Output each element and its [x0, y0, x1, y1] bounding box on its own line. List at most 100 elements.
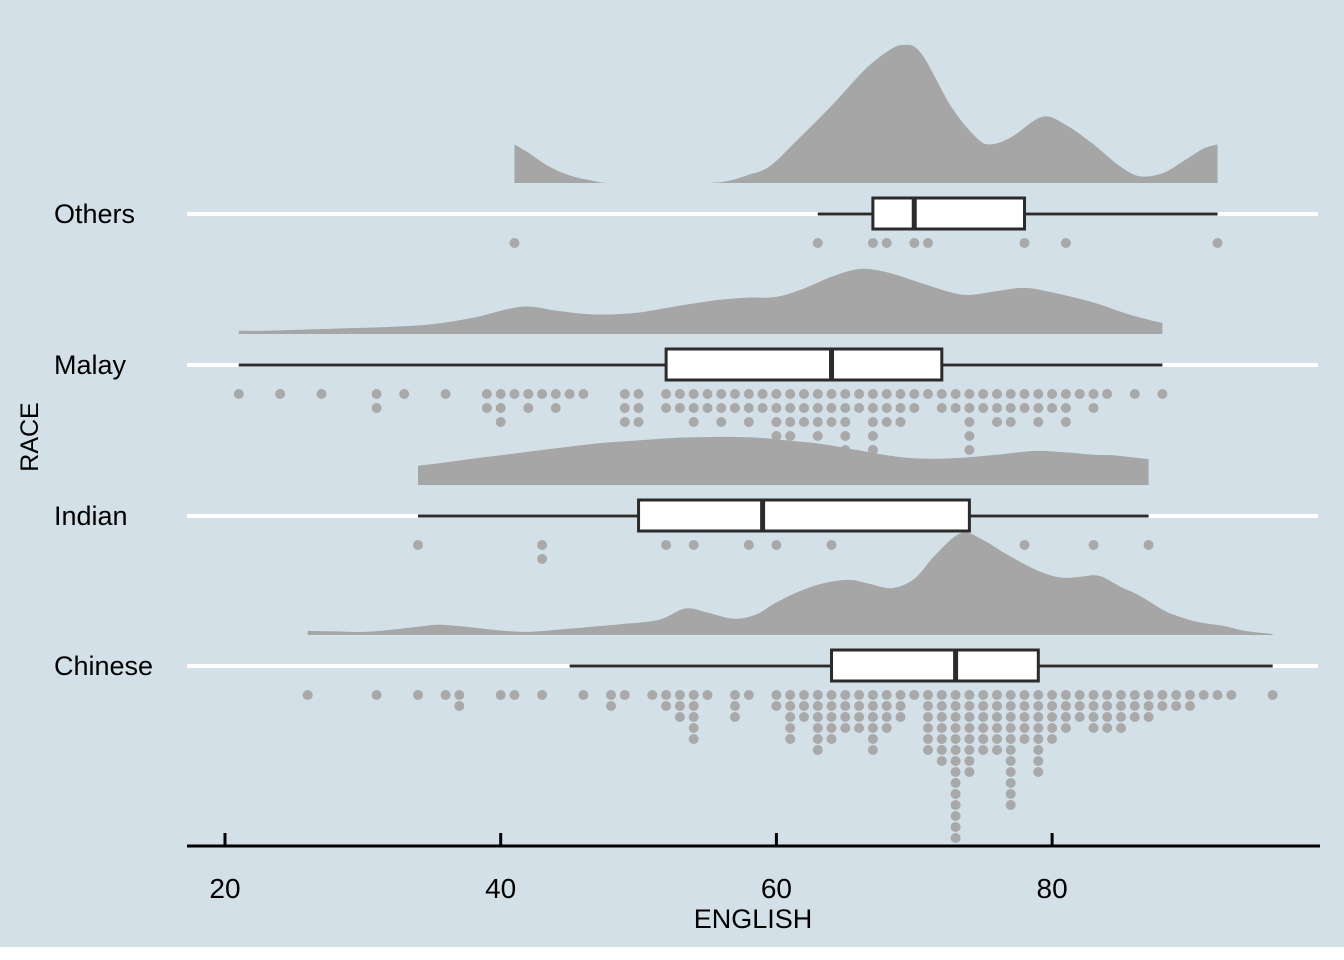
- dot: [1033, 389, 1044, 399]
- dot: [454, 701, 465, 711]
- dot: [688, 403, 699, 413]
- dot: [812, 712, 823, 722]
- dot: [936, 756, 947, 766]
- dot: [619, 690, 630, 700]
- dot: [1074, 712, 1085, 722]
- dot: [799, 701, 809, 711]
- dots-others: [509, 238, 1223, 248]
- dot: [702, 389, 713, 399]
- dot: [674, 712, 685, 722]
- dot: [1060, 417, 1071, 427]
- dot: [1060, 701, 1071, 711]
- dot: [771, 701, 782, 711]
- dot: [743, 417, 754, 427]
- dot: [1088, 701, 1099, 711]
- dot: [1005, 745, 1016, 755]
- dot: [881, 403, 892, 413]
- dot: [964, 417, 975, 427]
- dot: [1033, 701, 1044, 711]
- dot: [840, 389, 851, 399]
- dot: [992, 389, 1002, 399]
- dot: [661, 540, 672, 550]
- dot: [826, 417, 837, 427]
- dot: [936, 403, 947, 413]
- dot: [785, 417, 796, 427]
- box-others: [871, 196, 1027, 231]
- dot: [1198, 690, 1209, 700]
- dot: [1019, 389, 1030, 399]
- dot: [936, 734, 947, 744]
- dot: [867, 734, 878, 744]
- dot: [1047, 690, 1058, 700]
- box-chinese: [830, 648, 1040, 683]
- dot: [1185, 701, 1195, 711]
- dot: [1005, 701, 1016, 711]
- dot: [743, 403, 754, 413]
- dot: [730, 701, 740, 711]
- dot: [440, 389, 451, 399]
- dot: [1102, 723, 1113, 733]
- dot: [1060, 712, 1071, 722]
- dot: [1019, 723, 1030, 733]
- dot: [785, 734, 796, 744]
- dot: [867, 389, 878, 399]
- dot: [716, 389, 727, 399]
- dot: [606, 701, 616, 711]
- dot: [1157, 389, 1168, 399]
- dot: [1088, 690, 1099, 700]
- dot: [854, 403, 865, 413]
- dot: [1129, 712, 1140, 722]
- dot: [371, 389, 382, 399]
- dot: [964, 690, 975, 700]
- dot: [1116, 712, 1126, 722]
- dot: [992, 734, 1002, 744]
- dot: [840, 690, 851, 700]
- dot: [812, 238, 823, 248]
- dot: [964, 756, 975, 766]
- dot: [1074, 389, 1085, 399]
- dot: [826, 701, 837, 711]
- dot: [785, 431, 796, 441]
- dot: [454, 690, 465, 700]
- group-label-malay: Malay: [54, 350, 127, 380]
- dot: [867, 745, 878, 755]
- dot: [909, 690, 920, 700]
- dot: [495, 389, 506, 399]
- dot: [771, 417, 782, 427]
- dot: [854, 712, 865, 722]
- dot: [1005, 403, 1016, 413]
- dot: [1005, 690, 1016, 700]
- dot: [785, 701, 796, 711]
- dot: [923, 389, 933, 399]
- dot: [785, 690, 796, 700]
- dot: [1060, 389, 1071, 399]
- dot: [1005, 778, 1016, 788]
- dot: [440, 690, 451, 700]
- dot: [909, 238, 920, 248]
- dot: [1019, 540, 1030, 550]
- dot: [1157, 701, 1168, 711]
- dot: [481, 403, 492, 413]
- dot: [867, 238, 878, 248]
- dot: [661, 690, 672, 700]
- dot: [1060, 723, 1071, 733]
- dot: [881, 701, 892, 711]
- dot: [978, 389, 989, 399]
- dot: [826, 389, 837, 399]
- density-others: [514, 44, 1218, 184]
- dot: [950, 756, 961, 766]
- dot: [950, 712, 961, 722]
- dot: [854, 701, 865, 711]
- dot: [895, 417, 906, 427]
- dot: [550, 389, 561, 399]
- dot: [826, 690, 837, 700]
- dot: [564, 389, 575, 399]
- dot: [854, 690, 865, 700]
- dot: [881, 712, 892, 722]
- dot: [661, 701, 672, 711]
- dot: [936, 701, 947, 711]
- dot: [1005, 789, 1016, 799]
- density-indian: [418, 436, 1149, 485]
- dot: [1005, 723, 1016, 733]
- dot: [950, 822, 961, 832]
